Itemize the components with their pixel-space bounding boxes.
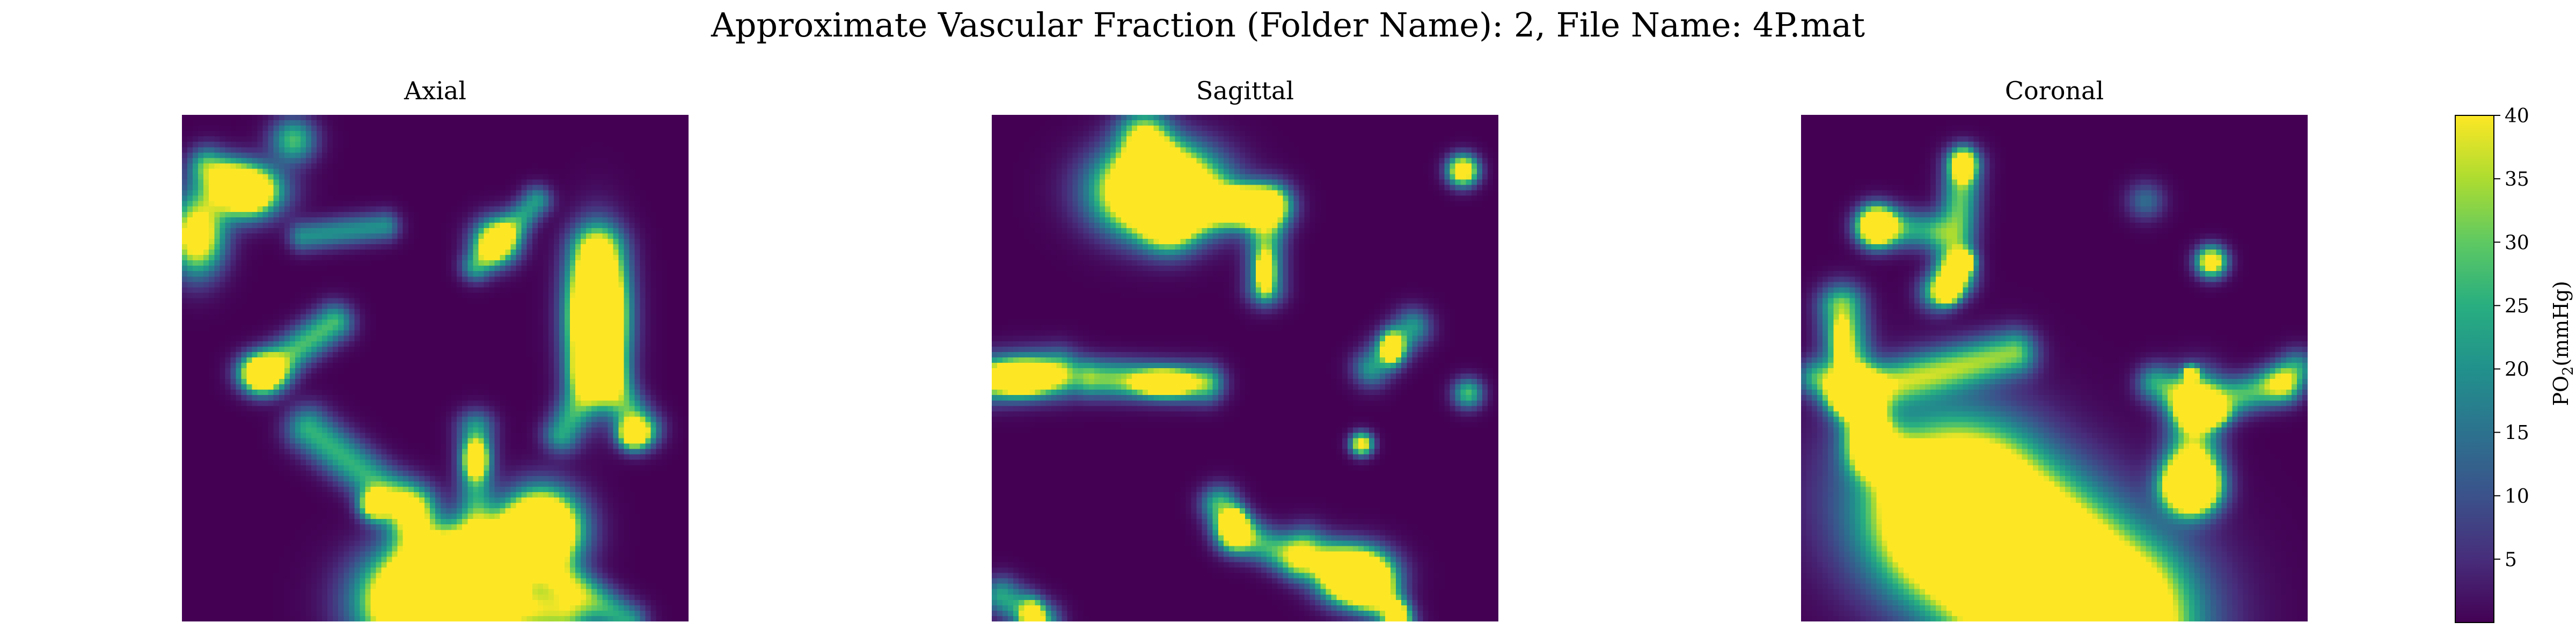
colorbar-label-unit: (mmHg) <box>2549 281 2573 366</box>
colorbar-ticks: 5 10 15 20 25 30 35 40 <box>2494 105 2529 571</box>
colorbar-tick-label: 25 <box>2505 295 2529 317</box>
panel-title-sagittal: Sagittal <box>1196 76 1294 105</box>
panel-axial: Axial <box>182 76 689 621</box>
sagittal-heatmap <box>992 115 1498 621</box>
panel-coronal: Coronal <box>1801 76 2308 621</box>
colorbar-label-main: PO <box>2549 376 2573 406</box>
colorbar-tick-label: 5 <box>2505 549 2517 571</box>
colorbar-tick-label: 40 <box>2505 105 2529 127</box>
colorbar-label-subscript: 2 <box>2560 367 2576 376</box>
panel-title-axial: Axial <box>404 76 466 105</box>
colorbar-tick-label: 30 <box>2505 232 2529 254</box>
colorbar-tick-label: 20 <box>2505 359 2529 381</box>
colorbar-label: PO2(mmHg) <box>2549 281 2576 406</box>
coronal-heatmap <box>1801 115 2308 621</box>
colorbar-tick-label: 35 <box>2505 169 2529 191</box>
axial-heatmap <box>182 115 689 621</box>
panel-title-coronal: Coronal <box>2005 76 2104 105</box>
colorbar-tick-label: 10 <box>2505 486 2529 508</box>
colorbar-tick-label: 15 <box>2505 422 2529 444</box>
panel-sagittal: Sagittal <box>992 76 1498 621</box>
colorbar: 5 10 15 20 25 30 35 40 PO2(mmHg) <box>2455 105 2576 623</box>
figure-title: Approximate Vascular Fraction (Folder Na… <box>711 5 1865 45</box>
colorbar-gradient <box>2455 115 2494 623</box>
